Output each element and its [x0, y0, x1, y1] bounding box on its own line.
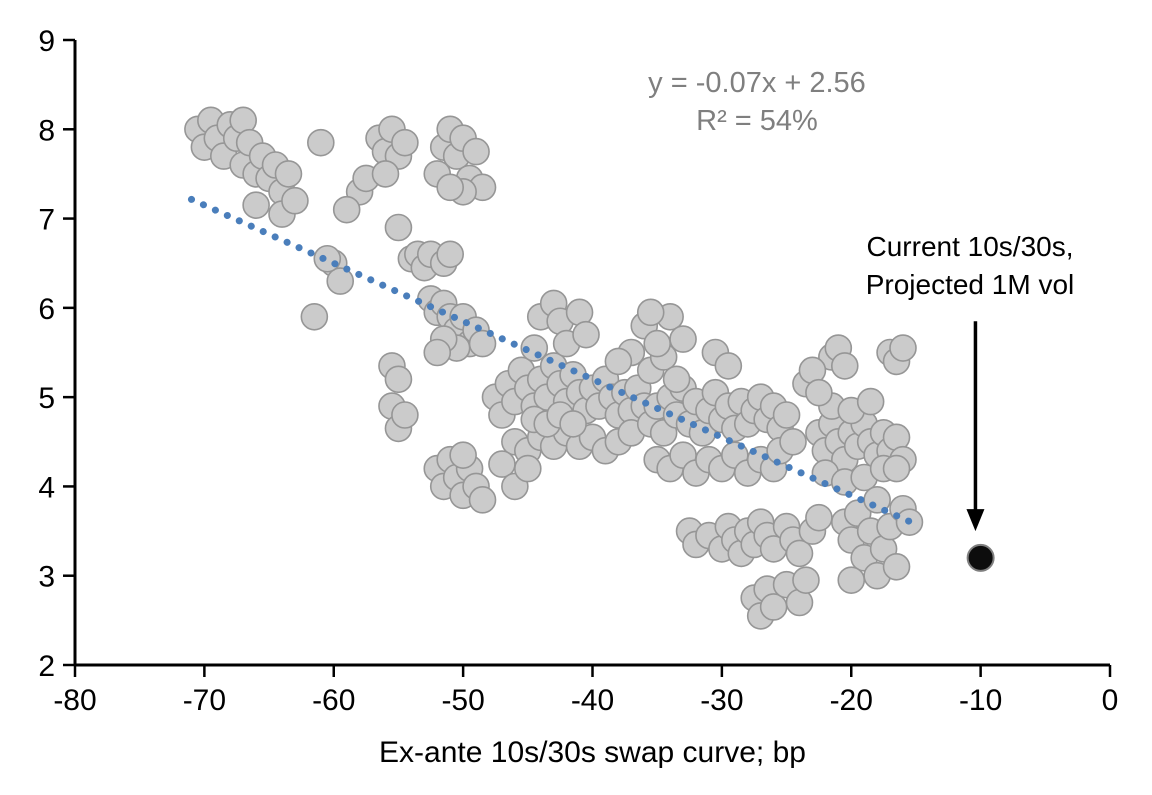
scatter-point [449, 441, 477, 469]
scatter-point [332, 195, 361, 224]
scatter-point [636, 298, 665, 327]
scatter-point [274, 160, 303, 188]
x-axis-tick-label: -20 [830, 684, 873, 717]
x-axis-tick-label: -50 [441, 684, 484, 717]
current-point-callout: Current 10s/30s, Projected 1M vol [845, 228, 1095, 304]
x-axis-tick-label: 0 [1102, 684, 1119, 717]
scatter-point [436, 173, 464, 202]
scatter-point [242, 191, 270, 219]
scatter-point [462, 137, 490, 166]
scatter-point [326, 267, 355, 295]
x-axis-tick-label: -80 [53, 684, 96, 717]
scatter-point [837, 566, 866, 594]
scatter-point [384, 365, 413, 394]
scatter-point [882, 454, 911, 483]
y-axis-tick-label: 3 [38, 561, 55, 594]
scatter-point [662, 365, 691, 394]
x-axis-tick-label: -30 [700, 684, 743, 717]
y-axis-tick-label: 5 [38, 382, 55, 415]
scatter-point [436, 240, 464, 269]
scatter-point [468, 486, 497, 514]
scatter-point [313, 244, 342, 273]
scatter-point [805, 503, 833, 532]
scatter-point [856, 387, 885, 416]
callout-line-1: Current 10s/30s, [866, 231, 1074, 262]
scatter-point [384, 213, 413, 242]
scatter-point [391, 128, 419, 157]
scatter-point [391, 401, 419, 429]
callout-line-2: Projected 1M vol [865, 269, 1075, 300]
y-axis-tick-label: 6 [38, 293, 55, 326]
x-axis-tick-label: -70 [183, 684, 226, 717]
scatter-point [792, 566, 820, 594]
scatter-point [772, 401, 801, 429]
scatter-point [669, 325, 697, 353]
scatter-point [559, 410, 587, 438]
scatter-point [714, 352, 743, 380]
scatter-point [300, 302, 329, 331]
scatter-point [371, 160, 400, 188]
scatter-point [423, 338, 452, 367]
y-axis-tick-label: 9 [38, 25, 55, 58]
scatter-point [779, 427, 807, 456]
scatter-point [830, 352, 859, 380]
scatter-point [468, 329, 497, 358]
y-axis-tick-label: 2 [38, 650, 55, 683]
callout-arrow-head [966, 509, 985, 532]
scatter-point [307, 128, 335, 157]
scatter-point [882, 552, 911, 581]
trendline-r-squared-text: R² = 54% [696, 105, 818, 137]
scatter-point [643, 329, 671, 358]
x-axis-tick-label: -60 [312, 684, 355, 717]
scatter-point [604, 347, 633, 376]
y-axis-tick-label: 4 [38, 471, 55, 504]
x-axis-tick-label: -10 [959, 684, 1002, 717]
y-axis-tick-label: 7 [38, 204, 55, 237]
scatter-point [805, 378, 833, 407]
scatter-point [889, 334, 917, 362]
trendline-equation-text: y = -0.07x + 2.56 [648, 67, 866, 99]
scatter-point [572, 320, 600, 349]
x-axis-tick-label: -40 [571, 684, 614, 717]
scatter-point [281, 186, 309, 215]
trendline-equation: y = -0.07x + 2.56 R² = 54% [577, 64, 937, 140]
x-axis-title: Ex-ante 10s/30s swap curve; bp [379, 736, 806, 769]
trendline [187, 195, 920, 528]
scatter-point [785, 539, 814, 568]
y-axis-tick-label: 8 [38, 114, 55, 147]
current-point [966, 543, 995, 572]
scatter-point [514, 454, 542, 483]
